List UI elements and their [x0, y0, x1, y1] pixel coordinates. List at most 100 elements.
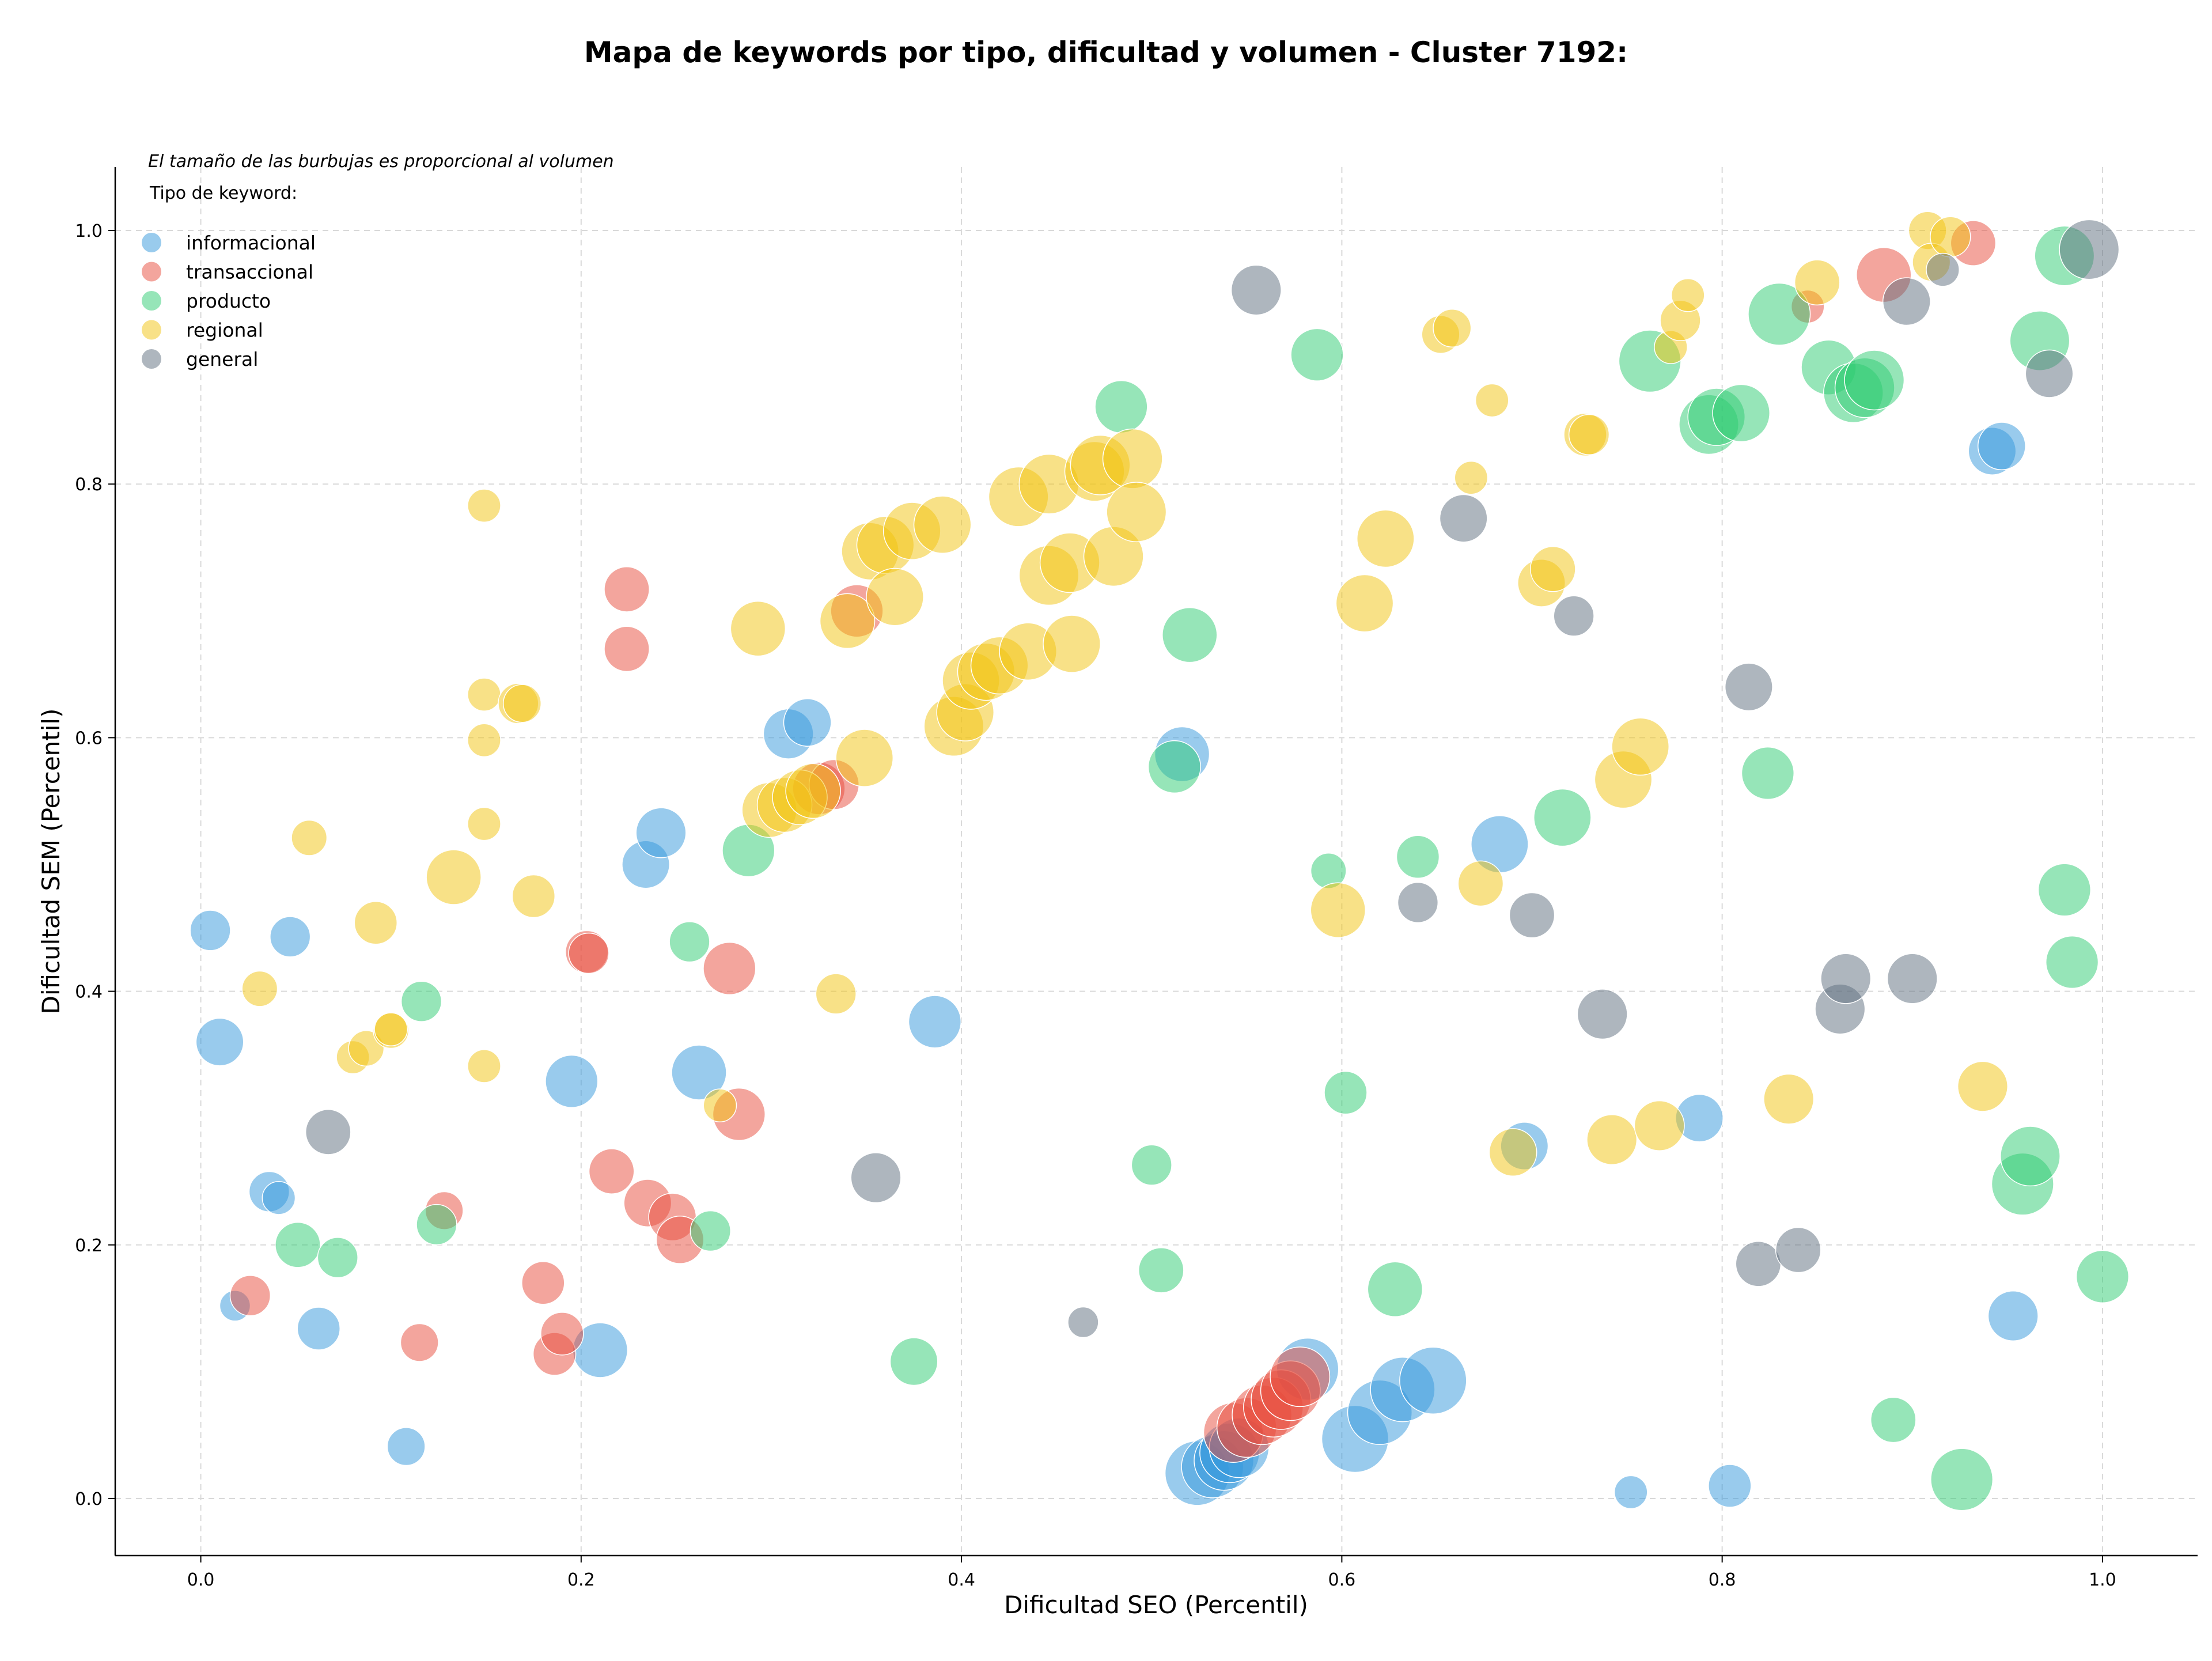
bubble-regional	[785, 763, 841, 819]
bubble-producto	[1396, 835, 1440, 879]
bubble-regional	[1433, 308, 1472, 348]
bubble-producto	[275, 1221, 321, 1268]
bubble-informacional	[195, 1017, 244, 1066]
bubble-transaccional	[703, 941, 756, 996]
bubble-transaccional	[229, 1275, 271, 1316]
axes	[114, 167, 2198, 1557]
bubble-general	[1230, 264, 1282, 316]
legend-label-transaccional: transaccional	[186, 261, 313, 283]
bubble-regional	[1794, 259, 1840, 306]
bubble-regional	[467, 1049, 501, 1083]
bubble-regional	[1568, 414, 1610, 456]
bubble-producto	[1290, 328, 1344, 381]
bubble-producto	[2037, 863, 2092, 917]
bubble-regional	[1043, 615, 1101, 673]
bubble-producto	[690, 1210, 731, 1252]
bubble-producto	[2000, 1126, 2061, 1187]
bubble-general	[1577, 989, 1628, 1040]
bubble-producto	[1844, 350, 1905, 411]
bubble-producto	[1930, 1448, 1994, 1511]
bubble-producto	[1131, 1144, 1172, 1186]
bubble-regional	[354, 901, 398, 945]
bubble-general	[1882, 277, 1931, 326]
bubble-general	[1067, 1306, 1099, 1338]
chart-title: Mapa de keywords por tipo, dificultad y …	[584, 36, 1628, 69]
bubble-general	[2059, 219, 2120, 280]
bubble-regional	[502, 684, 542, 723]
bubble-regional	[815, 973, 857, 1015]
bubble-general	[2025, 349, 2074, 398]
bubble-informacional	[1987, 1290, 2039, 1342]
bubble-regional	[467, 678, 501, 712]
bubble-producto	[1741, 746, 1795, 800]
bubble-transaccional	[540, 1312, 584, 1356]
x-tick-label: 0.6	[1328, 1570, 1356, 1590]
bubble-regional	[866, 567, 924, 626]
bubble-regional	[374, 1012, 408, 1046]
y-tick-label: 0.8	[75, 475, 103, 495]
bubble-producto	[1870, 1397, 1916, 1443]
bubble-transaccional	[604, 566, 650, 612]
bubble-regional	[913, 495, 972, 554]
x-tick-label: 0.4	[948, 1570, 975, 1590]
bubble-producto	[400, 981, 442, 1022]
bubble-regional	[1957, 1061, 2008, 1112]
y-tick-label: 0.4	[75, 982, 103, 1002]
bubble-informacional	[908, 995, 962, 1049]
bubble-regional	[1488, 1128, 1537, 1177]
bubble-regional	[1102, 428, 1163, 489]
bubble-regional	[1335, 574, 1394, 633]
legend-marker-regional	[142, 320, 161, 340]
bubble-general	[1724, 663, 1773, 712]
bubble-producto	[2075, 1250, 2130, 1303]
bubble-regional	[467, 807, 501, 841]
bubble-informacional	[387, 1427, 426, 1466]
bubble-producto	[1712, 384, 1771, 442]
bubble-general	[1397, 881, 1439, 924]
legend-marker-general	[142, 349, 161, 369]
bubble-regional	[1611, 717, 1670, 776]
bubble-general	[1735, 1240, 1782, 1287]
bubble-informacional	[635, 807, 687, 858]
bubble-informacional	[1978, 422, 2026, 471]
legend-label-informacional: informacional	[186, 232, 316, 254]
bubble-transaccional	[400, 1323, 439, 1362]
x-tick-label: 1.0	[2089, 1570, 2116, 1590]
bubble-general	[850, 1152, 902, 1204]
bubble-producto	[1748, 282, 1811, 346]
bubble-producto	[2045, 935, 2099, 989]
legend-marker-producto	[142, 291, 161, 311]
bubble-regional	[1106, 482, 1167, 543]
bubble-regional	[1454, 460, 1488, 495]
bubble-transaccional	[588, 1148, 635, 1194]
ticks: 0.0 0.2 0.4 0.6 0.8 1.0 0.0 0.2 0.4 0.6 0.8 1.0	[75, 221, 2116, 1590]
bubble-producto	[669, 921, 710, 963]
bubble-regional	[703, 1088, 737, 1123]
bubble-informacional	[671, 1045, 727, 1100]
x-tick-label: 0.2	[567, 1570, 595, 1590]
legend-label-general: general	[186, 348, 258, 370]
bubble-regional	[426, 849, 482, 905]
bubble-regional	[1586, 1114, 1638, 1166]
bubble-transaccional	[521, 1261, 565, 1305]
legend-marker-transaccional	[142, 262, 161, 282]
bubble-producto	[416, 1204, 457, 1246]
bubble-regional	[730, 600, 786, 657]
bubble-regional	[467, 489, 501, 523]
x-axis-label: Dificultad SEO (Percentil)	[1004, 1591, 1308, 1619]
legend-marker-informacional	[142, 233, 161, 252]
bubble-regional	[467, 723, 501, 758]
x-tick-label: 0.8	[1709, 1570, 1736, 1590]
bubble-informacional	[1708, 1464, 1752, 1508]
bubble-general	[1439, 494, 1488, 543]
bubble-regional	[1356, 509, 1415, 568]
bubble-producto	[1147, 740, 1202, 794]
bubble-informacional	[1399, 1346, 1467, 1415]
bubble-general	[305, 1109, 351, 1155]
bubble-informacional	[190, 910, 231, 951]
bubble-regional	[1634, 1100, 1685, 1151]
bubble-transaccional	[604, 626, 650, 672]
bubble-informacional	[262, 1181, 296, 1215]
y-tick-label: 0.6	[75, 728, 103, 748]
bubble-regional	[1310, 882, 1366, 938]
